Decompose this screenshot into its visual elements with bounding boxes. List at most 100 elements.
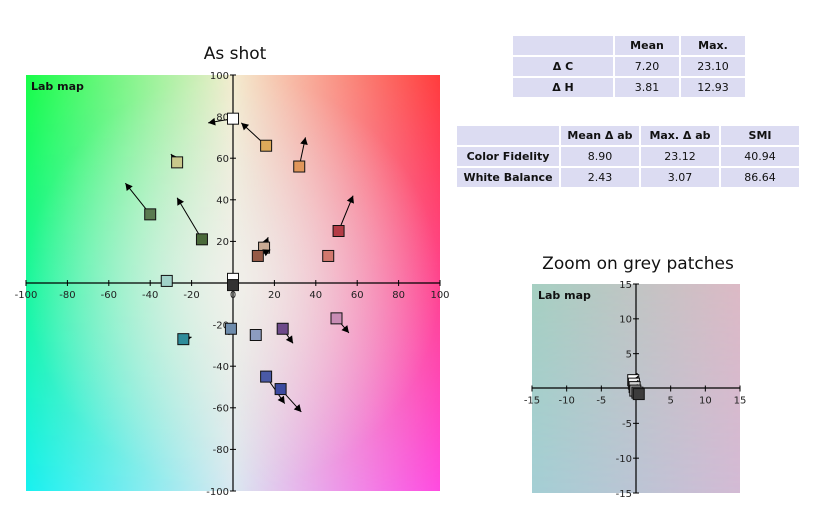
main-x-tick-label: 0 bbox=[230, 290, 236, 301]
zoom-panel-label: Lab map bbox=[538, 289, 591, 302]
main-y-tick-label: 20 bbox=[216, 237, 229, 248]
main-shift-arrowhead bbox=[341, 325, 349, 333]
main-shift-arrowhead bbox=[177, 197, 185, 206]
main-shift-arrowhead bbox=[346, 195, 354, 204]
cell-white-balance-max: 3.07 bbox=[641, 168, 719, 187]
main-x-tick-label: -100 bbox=[15, 290, 38, 301]
main-patch-marker bbox=[249, 329, 262, 341]
main-patch-marker bbox=[251, 249, 264, 262]
zoom-x-tick-label: 15 bbox=[734, 396, 747, 407]
zoom-patch-marker bbox=[632, 388, 645, 401]
column-header-smi: SMI bbox=[721, 126, 799, 145]
zoom-chart-title: Zoom on grey patches bbox=[542, 254, 734, 274]
column-header-mean: Mean bbox=[615, 36, 679, 55]
zoom-y-tick-label: -10 bbox=[616, 454, 632, 465]
zoom-y-tick-label: 15 bbox=[619, 280, 632, 291]
main-shift-arrowhead bbox=[300, 137, 308, 146]
main-patch-marker bbox=[195, 233, 208, 246]
column-header-mean-delta-ab: Mean Δ ab bbox=[561, 126, 639, 145]
main-patch-marker bbox=[260, 370, 273, 383]
zoom-y-tick-label: 10 bbox=[619, 315, 632, 326]
main-shift-arrowhead bbox=[285, 335, 294, 344]
main-y-tick-label: 80 bbox=[216, 112, 229, 123]
main-patch-marker bbox=[332, 225, 345, 237]
column-header-max-delta-ab: Max. Δ ab bbox=[641, 126, 719, 145]
main-x-tick-label: -40 bbox=[142, 290, 158, 301]
zoom-x-tick-label: -10 bbox=[558, 396, 574, 407]
main-shift-arrowhead bbox=[262, 249, 271, 257]
chroma-hue-table: Mean Max. Δ C 7.20 23.10 Δ H 3.81 12.93 bbox=[511, 34, 747, 99]
zoom-x-tick-label: -15 bbox=[524, 396, 540, 407]
main-x-tick-label: -80 bbox=[59, 290, 75, 301]
table-row: Δ H 3.81 12.93 bbox=[513, 78, 745, 97]
cell-delta-h-max: 12.93 bbox=[681, 78, 745, 97]
cell-color-fidelity-max: 23.12 bbox=[641, 147, 719, 166]
zoom-y-tick-label: -15 bbox=[616, 489, 632, 500]
main-y-tick-label: 60 bbox=[216, 154, 229, 165]
main-y-tick-label: -100 bbox=[206, 487, 229, 498]
zoom-x-tick-label: 10 bbox=[699, 396, 712, 407]
main-x-tick-label: 80 bbox=[392, 290, 405, 301]
main-shift-line bbox=[176, 197, 203, 240]
cell-color-fidelity-mean: 8.90 bbox=[561, 147, 639, 166]
row-label-color-fidelity: Color Fidelity bbox=[457, 147, 559, 166]
main-patch-marker bbox=[177, 333, 190, 346]
table-header-row: Mean Max. bbox=[513, 36, 745, 55]
table-row: Δ C 7.20 23.10 bbox=[513, 57, 745, 76]
zoom-x-tick-label: -5 bbox=[596, 396, 606, 407]
main-shift-arrowhead bbox=[208, 117, 216, 126]
main-y-tick-label: -80 bbox=[213, 445, 229, 456]
main-panel-label: Lab map bbox=[31, 80, 84, 93]
main-patch-marker bbox=[224, 322, 237, 335]
main-y-tick-label: 100 bbox=[210, 71, 229, 82]
cell-delta-h-mean: 3.81 bbox=[615, 78, 679, 97]
main-x-tick-label: 20 bbox=[268, 290, 281, 301]
main-shift-arrowhead bbox=[125, 183, 133, 192]
main-patch-marker bbox=[227, 279, 239, 292]
main-shift-arrowhead bbox=[277, 395, 285, 404]
main-y-tick-label: -40 bbox=[213, 362, 229, 373]
table-corner-cell bbox=[513, 36, 613, 55]
cell-white-balance-mean: 2.43 bbox=[561, 168, 639, 187]
main-lab-map: Lab map -100 -80 -60 -40 -20 0 20 40 60 80 100 -100… bbox=[15, 71, 450, 498]
main-patch-marker bbox=[160, 274, 173, 287]
main-patch-marker bbox=[171, 156, 184, 169]
main-shift-arrowhead bbox=[241, 122, 250, 131]
cell-white-balance-smi: 86.64 bbox=[721, 168, 799, 187]
table-row: Color Fidelity 8.90 23.12 40.94 bbox=[457, 147, 799, 166]
main-patch-marker bbox=[293, 160, 306, 173]
main-x-tick-label: 60 bbox=[351, 290, 364, 301]
main-patch-marker bbox=[144, 208, 157, 221]
table-row: White Balance 2.43 3.07 86.64 bbox=[457, 168, 799, 187]
main-x-tick-label: 40 bbox=[309, 290, 322, 301]
fidelity-table: Mean Δ ab Max. Δ ab SMI Color Fidelity 8… bbox=[455, 124, 801, 189]
main-patch-marker bbox=[276, 322, 289, 335]
main-x-tick-label: -20 bbox=[183, 290, 199, 301]
main-patch-marker bbox=[274, 383, 287, 396]
main-x-tick-label: -60 bbox=[101, 290, 117, 301]
main-y-tick-label: -20 bbox=[213, 320, 229, 331]
row-label-delta-c: Δ C bbox=[513, 57, 613, 76]
row-label-delta-h: Δ H bbox=[513, 78, 613, 97]
main-patch-marker bbox=[227, 112, 239, 125]
main-y-tick-label: -60 bbox=[213, 404, 229, 415]
main-y-tick-label: 40 bbox=[216, 196, 229, 207]
main-patch-marker bbox=[330, 312, 343, 325]
main-shift-arrowhead bbox=[293, 404, 302, 412]
row-label-white-balance: White Balance bbox=[457, 168, 559, 187]
main-chart-title: As shot bbox=[203, 44, 267, 64]
cell-delta-c-max: 23.10 bbox=[681, 57, 745, 76]
column-header-max: Max. bbox=[681, 36, 745, 55]
cell-delta-c-mean: 7.20 bbox=[615, 57, 679, 76]
main-x-tick-label: 100 bbox=[430, 290, 449, 301]
zoom-x-tick-label: 5 bbox=[667, 396, 673, 407]
table-header-row: Mean Δ ab Max. Δ ab SMI bbox=[457, 126, 799, 145]
main-patch-marker bbox=[260, 139, 273, 152]
zoom-lab-map: Lab map -15 -10 -5 5 10 15 -15 -10 -5 5 10 15 bbox=[524, 280, 747, 500]
cell-color-fidelity-smi: 40.94 bbox=[721, 147, 799, 166]
main-patch-marker bbox=[322, 249, 335, 262]
table-corner-cell bbox=[457, 126, 559, 145]
zoom-y-tick-label: 5 bbox=[626, 349, 632, 360]
zoom-y-tick-label: -5 bbox=[622, 419, 632, 430]
